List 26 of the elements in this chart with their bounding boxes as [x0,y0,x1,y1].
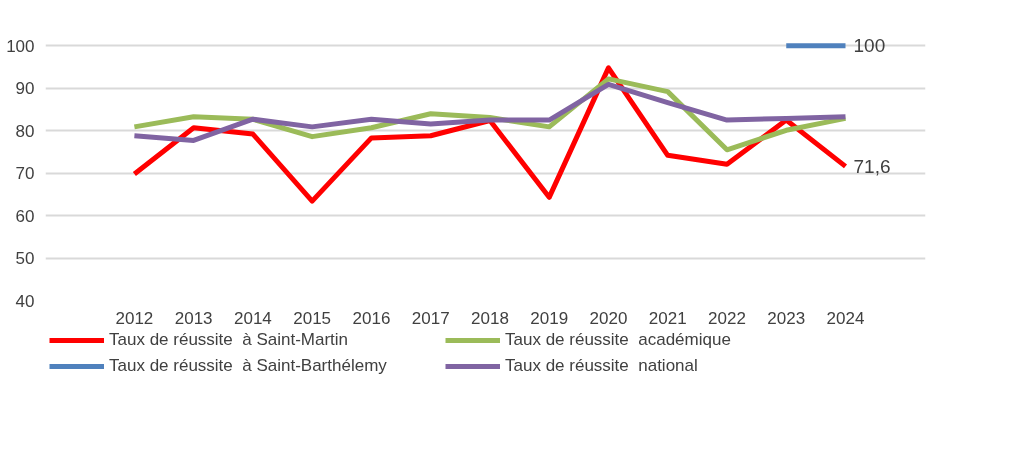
data-label: 100 [853,35,886,57]
x-tick-label: 2017 [411,308,450,328]
y-tick-label: 90 [15,79,35,99]
y-tick-label: 100 [6,36,35,56]
x-tick-label: 2015 [293,308,332,328]
x-tick-label: 2022 [708,308,746,328]
y-tick-label: 50 [15,249,35,269]
legend-label: Taux de réussite à Saint-Barthélemy [109,356,388,376]
y-tick-label: 60 [15,206,35,226]
x-tick-label: 2012 [115,308,154,328]
y-tick-label: 70 [15,164,35,184]
x-tick-label: 2023 [767,308,806,328]
x-tick-label: 2018 [471,308,509,328]
legend-label: Taux de réussite à Saint-Martin [109,330,350,350]
x-tick-label: 2019 [530,308,569,328]
y-tick-label: 40 [15,291,35,311]
legend-label: Taux de réussite national [505,356,699,376]
x-tick-label: 2016 [352,308,391,328]
data-label: 71,6 [853,155,891,177]
x-tick-label: 2021 [648,308,687,328]
x-tick-label: 2020 [589,308,628,328]
x-tick-label: 2024 [826,308,865,328]
x-tick-label: 2014 [234,308,272,328]
legend-label: Taux de réussite académique [505,330,732,350]
y-tick-label: 80 [15,121,35,141]
x-tick-label: 2013 [174,308,213,328]
